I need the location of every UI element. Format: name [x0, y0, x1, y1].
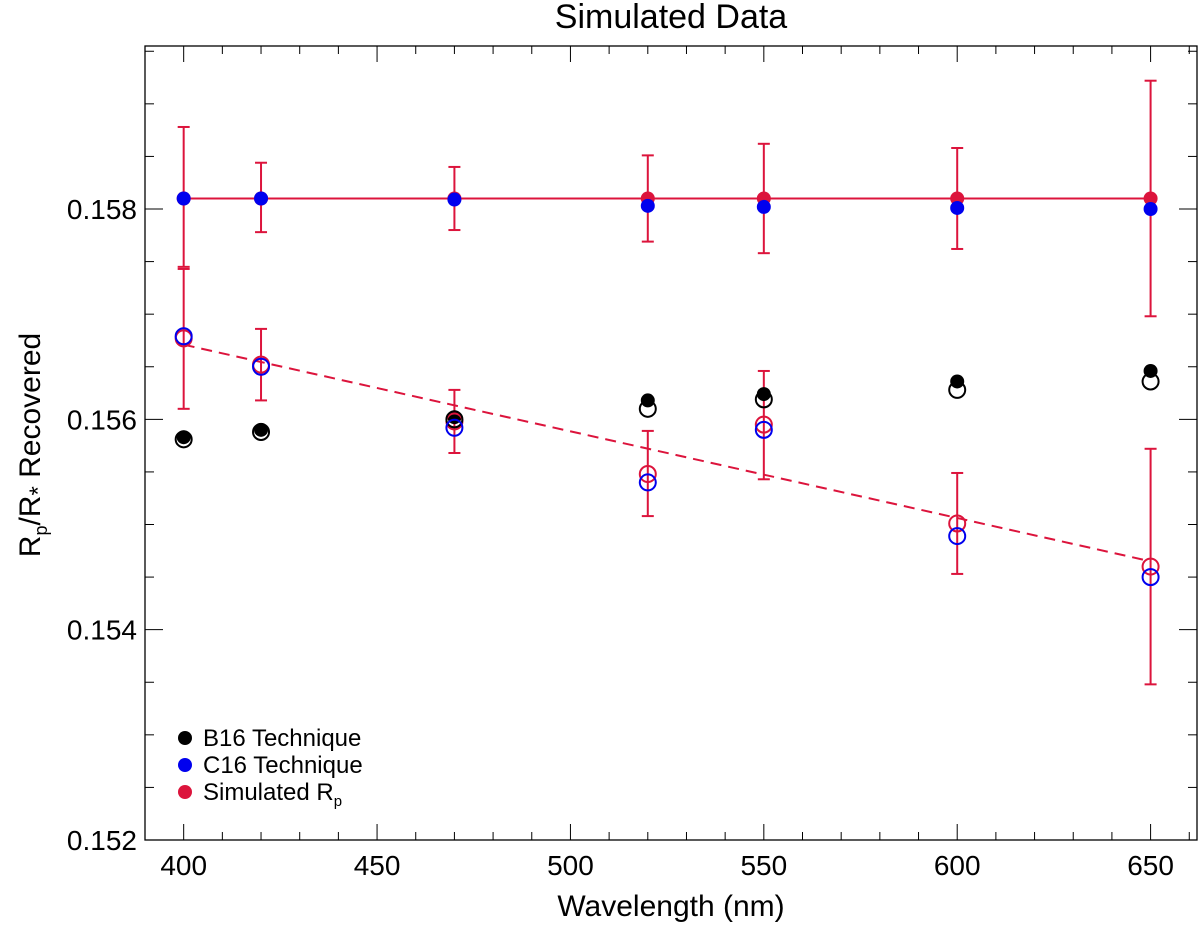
dashed-trend-line — [183, 343, 1151, 563]
legend-marker-c16 — [178, 758, 192, 772]
point-simulated-open — [948, 514, 967, 533]
y-label-sub-star: * — [25, 486, 52, 495]
point-c16-open — [252, 357, 271, 376]
point-c16-filled — [254, 191, 269, 206]
legend-label-simulated-sub: p — [334, 793, 342, 810]
y-label-slash-r: /R — [14, 496, 47, 526]
legend-marker-simulated — [178, 785, 192, 799]
point-c16-open — [445, 418, 464, 437]
legend-marker-b16 — [178, 731, 192, 745]
x-tick-label: 600 — [934, 850, 981, 881]
point-c16-open — [174, 327, 193, 346]
point-c16-filled — [756, 199, 771, 214]
y-tick-label: 0.154 — [67, 615, 137, 646]
y-label-recovered: Recovered — [14, 333, 47, 486]
x-tick-label: 450 — [354, 850, 401, 881]
point-simulated-open — [1141, 557, 1160, 576]
point-simulated-open — [638, 465, 657, 484]
point-b16-open — [174, 430, 193, 449]
plot-border — [144, 45, 1198, 841]
point-c16-filled — [640, 198, 655, 213]
legend-label-simulated-main: Simulated R — [203, 779, 334, 806]
error-bars — [177, 79, 1157, 686]
x-axis-label: Wavelength (nm) — [557, 890, 784, 923]
point-c16-filled — [176, 191, 191, 206]
legend-label-b16: B16 Technique — [203, 725, 361, 752]
svg-text:Rp/R* Recovered: Rp/R* Recovered — [14, 333, 52, 557]
point-b16-filled — [254, 422, 269, 437]
x-tick-label: 650 — [1127, 850, 1174, 881]
fit-lines — [183, 197, 1151, 563]
point-b16-open — [1141, 372, 1160, 391]
x-tick-label: 500 — [547, 850, 594, 881]
y-axis-label: Rp/R* Recovered — [14, 333, 52, 557]
axis-ticks: 400 450 500 550 600 650 0.152 0.154 0.156 0.158 — [67, 46, 1197, 881]
point-c16-open — [754, 420, 773, 439]
plot-frame — [144, 45, 1198, 841]
point-simulated-filled — [1143, 191, 1158, 206]
y-tick-label: 0.158 — [67, 194, 137, 225]
y-tick-label: 0.156 — [67, 404, 137, 435]
point-c16-filled — [1143, 202, 1158, 217]
x-tick-label: 550 — [740, 850, 787, 881]
point-c16-filled — [447, 192, 462, 207]
point-c16-filled — [950, 200, 965, 215]
point-b16-open — [638, 399, 657, 418]
point-b16-filled — [756, 387, 771, 402]
point-b16-open — [754, 390, 773, 409]
legend-label-c16: C16 Technique — [203, 752, 363, 779]
point-b16-open — [948, 380, 967, 399]
x-tick-label: 400 — [160, 850, 207, 881]
point-c16-open — [948, 527, 967, 546]
point-b16-open — [445, 410, 464, 429]
y-label-r: R — [14, 536, 47, 558]
point-b16-open — [252, 422, 271, 441]
point-simulated-open — [754, 415, 773, 434]
chart-title: Simulated Data — [555, 0, 788, 36]
legend-label-simulated: Simulated Rp — [203, 779, 342, 810]
data-points — [174, 191, 1160, 587]
y-tick-label: 0.152 — [67, 825, 137, 856]
point-c16-open — [1141, 568, 1160, 587]
y-label-sub-p: p — [31, 526, 51, 536]
legend: B16 Technique C16 Technique Simulated Rp — [178, 725, 363, 810]
point-b16-filled — [176, 430, 191, 445]
point-c16-open — [638, 473, 657, 492]
